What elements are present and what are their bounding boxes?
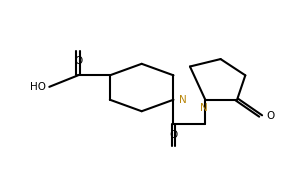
Text: N: N bbox=[179, 95, 186, 105]
Text: O: O bbox=[267, 111, 275, 121]
Text: N: N bbox=[200, 103, 208, 113]
Text: O: O bbox=[74, 56, 82, 66]
Text: O: O bbox=[169, 130, 178, 140]
Text: HO: HO bbox=[30, 82, 46, 92]
